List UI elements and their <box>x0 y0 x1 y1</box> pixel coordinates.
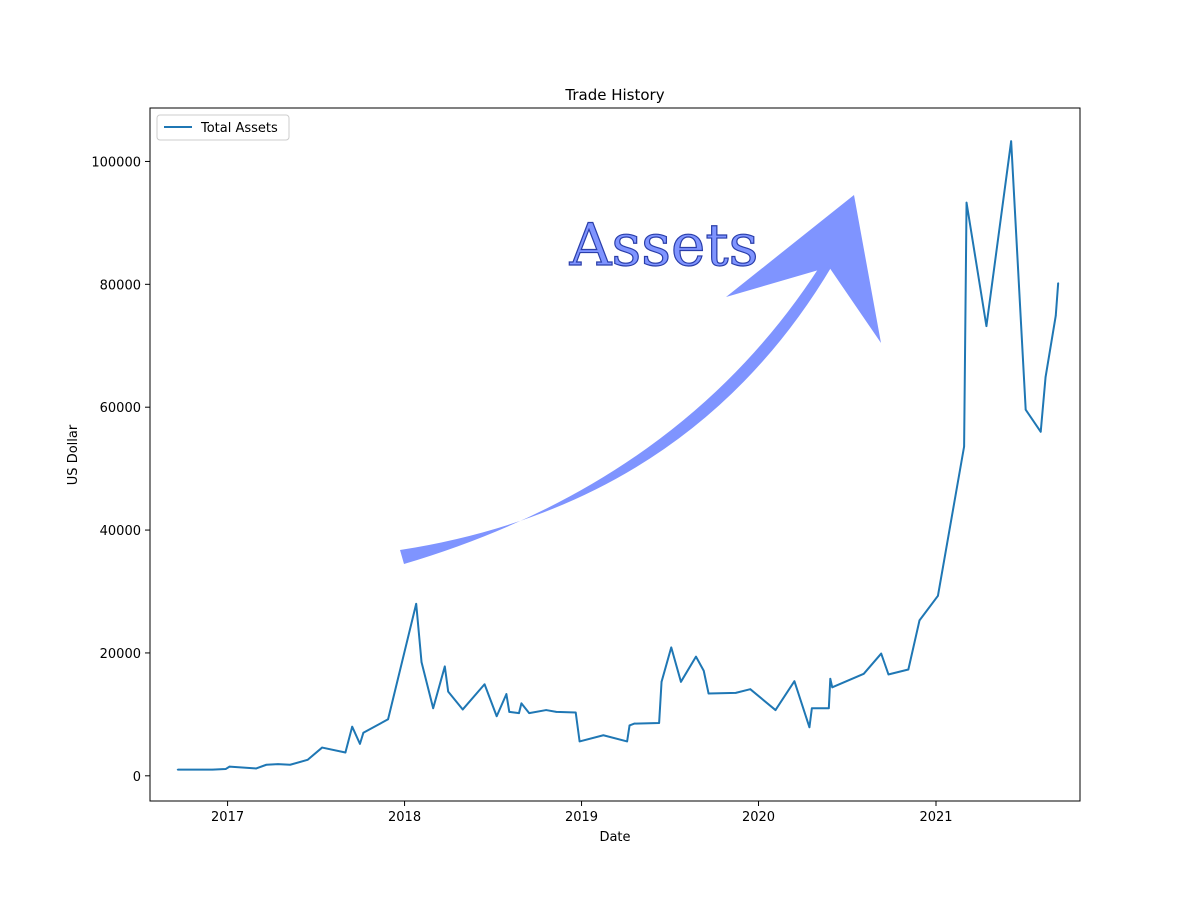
data-point <box>444 665 446 668</box>
data-point <box>255 767 257 770</box>
plot-frame <box>149 107 1081 802</box>
data-point <box>774 709 777 711</box>
data-point <box>702 669 705 672</box>
data-point <box>965 201 968 204</box>
data-point <box>707 692 710 695</box>
x-tick-label-2020: 2020 <box>742 810 775 825</box>
annotation-text: Assets <box>569 211 759 279</box>
data-point <box>321 746 323 749</box>
y-axis-label: US Dollar <box>66 424 81 485</box>
data-point <box>432 707 434 710</box>
data-point <box>828 707 830 710</box>
x-tick-label-2017: 2017 <box>211 810 244 825</box>
y-tick-label-80000: 80000 <box>100 278 141 293</box>
data-point <box>359 743 361 745</box>
data-point <box>628 724 631 727</box>
data-point <box>518 712 520 714</box>
data-point <box>351 725 353 728</box>
data-point <box>793 680 796 682</box>
data-point <box>508 711 511 713</box>
data-point <box>1024 408 1027 411</box>
data-point <box>887 673 890 676</box>
data-point <box>1010 140 1012 142</box>
data-point <box>680 681 682 683</box>
data-point <box>695 655 697 658</box>
legend: Total Assets <box>156 114 290 141</box>
data-point <box>495 715 498 718</box>
data-point <box>626 740 628 743</box>
data-point <box>578 740 581 743</box>
data-point <box>880 652 882 655</box>
x-tick-label-2018: 2018 <box>388 810 421 825</box>
data-point <box>937 595 939 597</box>
y-tick-label-60000: 60000 <box>100 401 141 416</box>
data-point <box>602 734 605 737</box>
x-tick-label-2019: 2019 <box>565 810 598 825</box>
data-point <box>415 602 418 605</box>
data-point <box>555 711 558 713</box>
plot-background <box>150 108 1080 801</box>
data-point <box>633 722 636 725</box>
annotation-layer: Assets <box>400 195 881 564</box>
y-tick-label-20000: 20000 <box>100 647 141 662</box>
data-point <box>483 683 486 686</box>
data-point <box>505 693 508 695</box>
plot-area: Assets <box>149 107 1081 802</box>
y-tick-label-0: 0 <box>133 770 141 785</box>
data-point <box>224 768 227 770</box>
data-point <box>306 759 309 761</box>
data-point <box>963 445 965 448</box>
data-point <box>362 732 365 734</box>
data-point <box>211 768 214 771</box>
data-point <box>520 702 523 705</box>
series-line-total-assets <box>177 140 1060 771</box>
data-point <box>829 677 832 680</box>
data-point <box>811 707 813 710</box>
data-point <box>1039 430 1042 433</box>
series-layer <box>176 140 1060 771</box>
data-point <box>1057 282 1059 284</box>
data-point <box>862 673 865 675</box>
data-point <box>447 690 450 693</box>
data-point <box>658 722 660 724</box>
x-axis-label: Date <box>599 830 630 845</box>
data-point <box>907 668 910 671</box>
x-tick-label-2021: 2021 <box>919 810 952 825</box>
data-point <box>420 661 423 663</box>
data-point <box>734 692 737 694</box>
y-axis: 0 20000 40000 60000 80000 100000 <box>91 155 150 785</box>
y-tick-label-40000: 40000 <box>100 524 141 539</box>
legend-box <box>156 114 290 141</box>
data-point <box>670 646 673 649</box>
data-point <box>1054 314 1057 317</box>
data-point <box>228 765 231 768</box>
data-point <box>265 763 268 766</box>
data-point <box>574 711 577 714</box>
data-point <box>660 681 663 683</box>
y-tick-label-100000: 100000 <box>91 155 141 170</box>
data-point <box>985 325 988 327</box>
data-point <box>277 763 279 765</box>
data-point <box>808 726 811 729</box>
data-point <box>289 763 291 766</box>
data-point <box>545 709 547 711</box>
chart-title: Trade History <box>564 86 664 104</box>
data-point <box>176 768 179 771</box>
data-point <box>918 619 921 622</box>
annotation-arrow-head <box>726 195 881 343</box>
data-point <box>831 686 834 689</box>
data-point <box>1044 376 1047 378</box>
data-point <box>461 708 464 711</box>
data-point <box>344 751 347 754</box>
data-point <box>387 718 389 721</box>
data-point <box>749 688 752 690</box>
x-axis: 2017 2018 2019 2020 2021 <box>211 801 953 825</box>
data-point <box>201 768 204 771</box>
data-point <box>528 712 530 714</box>
legend-label-total-assets: Total Assets <box>200 121 278 136</box>
